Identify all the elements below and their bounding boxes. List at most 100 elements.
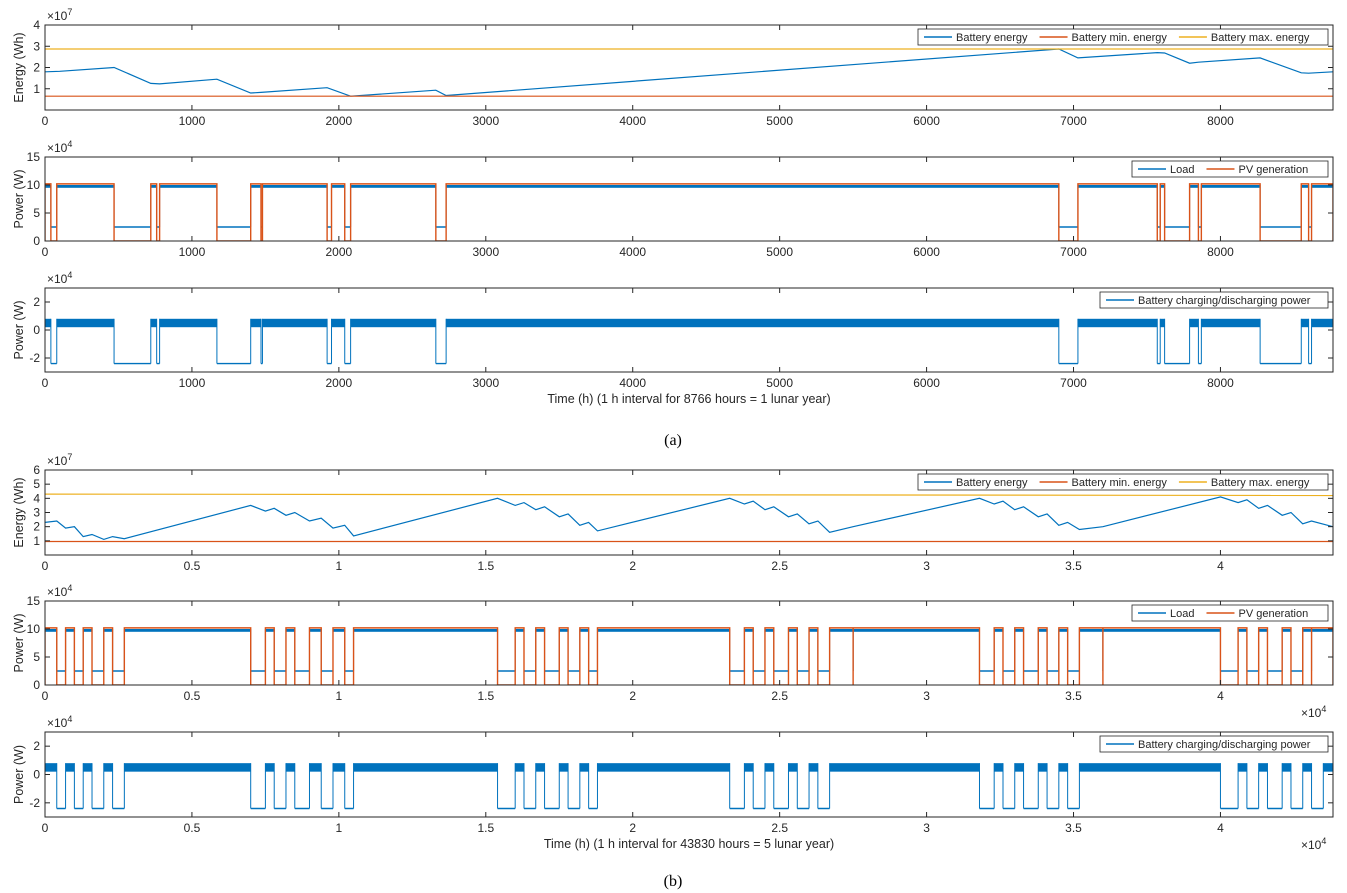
panel-a3: 0 1000 2000 3000 4000 5000 6000 7000 8000-202×10… — [12, 270, 1334, 406]
x-exponent-b3: ×104 — [1301, 836, 1326, 852]
plot-area-b3 — [45, 763, 1333, 810]
xtick-label-b2-6: 3 — [923, 689, 930, 703]
ytick-label-a2-2: 10 — [27, 178, 41, 192]
xtick-label-a1-7: 7000 — [1060, 114, 1087, 128]
xtick-label-b2-8: 4 — [1217, 689, 1224, 703]
plot-area-b2 — [45, 627, 1333, 685]
y-exponent-a1: ×107 — [47, 7, 72, 23]
xtick-label-b2-7: 3.5 — [1065, 689, 1082, 703]
ytick-label-b2-2: 10 — [27, 622, 41, 636]
xtick-label-a2-5: 5000 — [766, 245, 793, 259]
ytick-label-a1-0: 1 — [33, 82, 40, 96]
xtick-label-b2-4: 2 — [629, 689, 636, 703]
xtick-label-a2-8: 8000 — [1207, 245, 1234, 259]
xtick-label-b1-4: 2 — [629, 559, 636, 573]
xtick-label-b3-1: 0.5 — [184, 821, 201, 835]
ytick-label-a2-1: 5 — [33, 206, 40, 220]
xtick-label-a2-7: 7000 — [1060, 245, 1087, 259]
xtick-label-a3-7: 7000 — [1060, 376, 1087, 390]
legend-label-a2-1: PV generation — [1238, 164, 1308, 176]
xtick-label-b2-3: 1.5 — [477, 689, 494, 703]
xlabel-b3: Time (h) (1 h interval for 43830 hours =… — [544, 837, 834, 851]
legend-label-a1-1: Battery min. energy — [1072, 32, 1168, 44]
xtick-label-a1-4: 4000 — [619, 114, 646, 128]
xtick-label-a1-3: 3000 — [472, 114, 499, 128]
ytick-label-a2-3: 15 — [27, 150, 41, 164]
legend-label-b3-0: Battery charging/discharging power — [1138, 739, 1311, 751]
xtick-label-a3-6: 6000 — [913, 376, 940, 390]
series-b2-0 — [45, 629, 1333, 672]
legend-label-b1-2: Battery max. energy — [1211, 477, 1310, 489]
legend-label-a1-2: Battery max. energy — [1211, 32, 1310, 44]
legend-label-a2-0: Load — [1170, 164, 1194, 176]
xtick-label-a3-2: 2000 — [326, 376, 353, 390]
ytick-label-a3-1: 0 — [33, 323, 40, 337]
xtick-label-a2-1: 1000 — [179, 245, 206, 259]
xtick-label-a2-2: 2000 — [326, 245, 353, 259]
xtick-label-b3-5: 2.5 — [771, 821, 788, 835]
xtick-label-a3-3: 3000 — [472, 376, 499, 390]
xtick-label-a2-6: 6000 — [913, 245, 940, 259]
xtick-label-b3-2: 1 — [336, 821, 343, 835]
xtick-label-a3-1: 1000 — [179, 376, 206, 390]
y-exponent-a2: ×104 — [47, 139, 72, 155]
plot-area-a2 — [45, 183, 1333, 241]
legend-label-b1-1: Battery min. energy — [1072, 477, 1168, 489]
xtick-label-b1-6: 3 — [923, 559, 930, 573]
y-exponent-b3: ×104 — [47, 714, 72, 730]
xtick-label-b2-0: 0 — [42, 689, 49, 703]
xtick-label-b3-8: 4 — [1217, 821, 1224, 835]
legend-b3: Battery charging/discharging power — [1099, 735, 1329, 753]
xtick-label-a1-2: 2000 — [326, 114, 353, 128]
ytick-label-b2-3: 15 — [27, 594, 41, 608]
legend-b2: Load PV generation — [1131, 604, 1329, 622]
legend-label-b2-0: Load — [1170, 608, 1194, 620]
xtick-label-a1-8: 8000 — [1207, 114, 1234, 128]
xtick-label-b1-2: 1 — [336, 559, 343, 573]
ytick-label-b2-1: 5 — [33, 650, 40, 664]
xtick-label-b2-5: 2.5 — [771, 689, 788, 703]
ylabel-b3: Power (W) — [12, 745, 26, 804]
xtick-label-b3-0: 0 — [42, 821, 49, 835]
ytick-label-b1-5: 6 — [33, 463, 40, 477]
series-b2-1 — [45, 627, 1333, 685]
series-a2-1 — [45, 183, 1333, 241]
xtick-label-b2-1: 0.5 — [184, 689, 201, 703]
ytick-label-b3-1: 0 — [33, 768, 40, 782]
series-b3-0 — [45, 763, 1333, 810]
y-exponent-b2: ×104 — [47, 583, 72, 599]
ytick-label-a2-0: 0 — [33, 234, 40, 248]
ytick-label-a3-2: 2 — [33, 295, 40, 309]
ytick-label-b1-0: 1 — [33, 534, 40, 548]
legend-b1: Battery energy Battery min. energy Battery… — [917, 473, 1329, 491]
legend-a1: Battery energy Battery min. energy Battery… — [917, 28, 1329, 46]
xtick-label-b3-7: 3.5 — [1065, 821, 1082, 835]
ytick-label-b2-0: 0 — [33, 678, 40, 692]
ytick-label-a3-0: -2 — [29, 351, 40, 365]
xtick-label-b3-6: 3 — [923, 821, 930, 835]
plot-area-a1 — [45, 48, 1333, 97]
x-exponent-b2: ×104 — [1301, 704, 1326, 720]
ytick-label-b3-0: -2 — [29, 796, 40, 810]
ytick-label-a1-1: 2 — [33, 61, 40, 75]
plot-area-b1 — [45, 493, 1333, 543]
ytick-label-b3-2: 2 — [33, 739, 40, 753]
xtick-label-b1-8: 4 — [1217, 559, 1224, 573]
ylabel-b2: Power (W) — [12, 613, 26, 672]
panel-a1: 0 1000 2000 3000 4000 5000 6000 7000 8000 1 2 3 4 ×10… — [12, 7, 1334, 128]
xtick-label-b1-3: 1.5 — [477, 559, 494, 573]
xtick-label-a2-3: 3000 — [472, 245, 499, 259]
xtick-label-a2-0: 0 — [42, 245, 49, 259]
series-a2-0 — [45, 185, 1333, 228]
series-b1-2 — [45, 493, 1333, 497]
axes-frame-b2 — [44, 600, 1334, 686]
legend-label-a3-0: Battery charging/discharging power — [1138, 295, 1311, 307]
legend-label-b2-1: PV generation — [1238, 608, 1308, 620]
xtick-label-b1-0: 0 — [42, 559, 49, 573]
ytick-label-b1-2: 3 — [33, 506, 40, 520]
xtick-label-b3-3: 1.5 — [477, 821, 494, 835]
ylabel-a3: Power (W) — [12, 300, 26, 359]
